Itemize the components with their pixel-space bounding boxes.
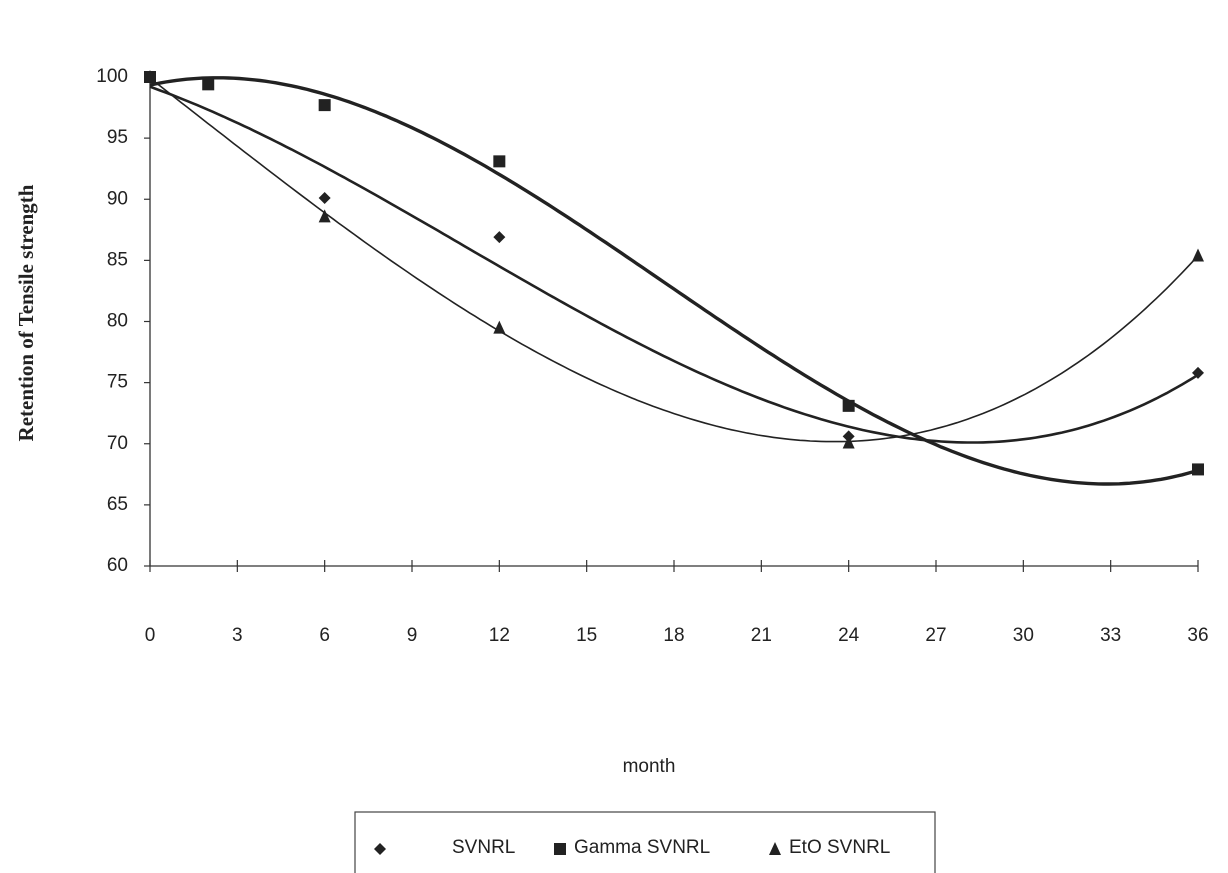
marker-diamond (319, 192, 331, 204)
x-tick-label: 15 (576, 625, 597, 646)
x-tick-label: 36 (1187, 625, 1208, 646)
y-tick-label: 90 (107, 188, 128, 209)
y-axis-label: Retention of Tensile strength (14, 184, 38, 441)
y-tick-label: 75 (107, 372, 128, 393)
marker-square (554, 843, 566, 855)
y-tick-label: 95 (107, 127, 128, 148)
marker-triangle (769, 842, 781, 855)
x-tick-label: 9 (407, 625, 418, 646)
marker-square (1192, 463, 1204, 475)
marker-square (319, 99, 331, 111)
legend-label: EtO SVNRL (789, 837, 890, 858)
legend: SVNRL Gamma SVNRL EtO SVNRL (374, 837, 890, 858)
x-tick-label: 12 (489, 625, 510, 646)
trendline (150, 87, 1198, 443)
chart: Retention of Tensile strength month SVNR… (0, 0, 1228, 873)
marker-square (202, 78, 214, 90)
x-tick-label: 27 (925, 625, 946, 646)
y-tick-label: 80 (107, 311, 128, 332)
page: {"chart_data": {"type": "scatter", "y_la… (0, 0, 1228, 873)
x-tick-label: 0 (145, 625, 156, 646)
y-tick-label: 100 (96, 66, 128, 87)
x-axis-label: month (623, 756, 676, 777)
marker-diamond (493, 231, 505, 243)
legend-label: Gamma SVNRL (574, 837, 710, 858)
trendline (150, 78, 1198, 442)
marker-diamond (374, 843, 386, 855)
x-tick-label: 3 (232, 625, 243, 646)
x-tick-label: 6 (319, 625, 330, 646)
y-tick-label: 85 (107, 249, 128, 270)
trendline (150, 78, 1198, 484)
x-tick-label: 33 (1100, 625, 1121, 646)
y-tick-label: 65 (107, 494, 128, 515)
y-tick-label: 60 (107, 555, 128, 576)
marker-triangle (1192, 248, 1204, 261)
marker-square (493, 155, 505, 167)
marker-triangle (493, 321, 505, 334)
y-tick-label: 70 (107, 433, 128, 454)
x-tick-label: 24 (838, 625, 860, 646)
x-tick-label: 21 (751, 625, 772, 646)
marker-square (843, 400, 855, 412)
x-tick-label: 18 (663, 625, 684, 646)
x-tick-label: 30 (1013, 625, 1034, 646)
legend-label: SVNRL (452, 837, 515, 858)
